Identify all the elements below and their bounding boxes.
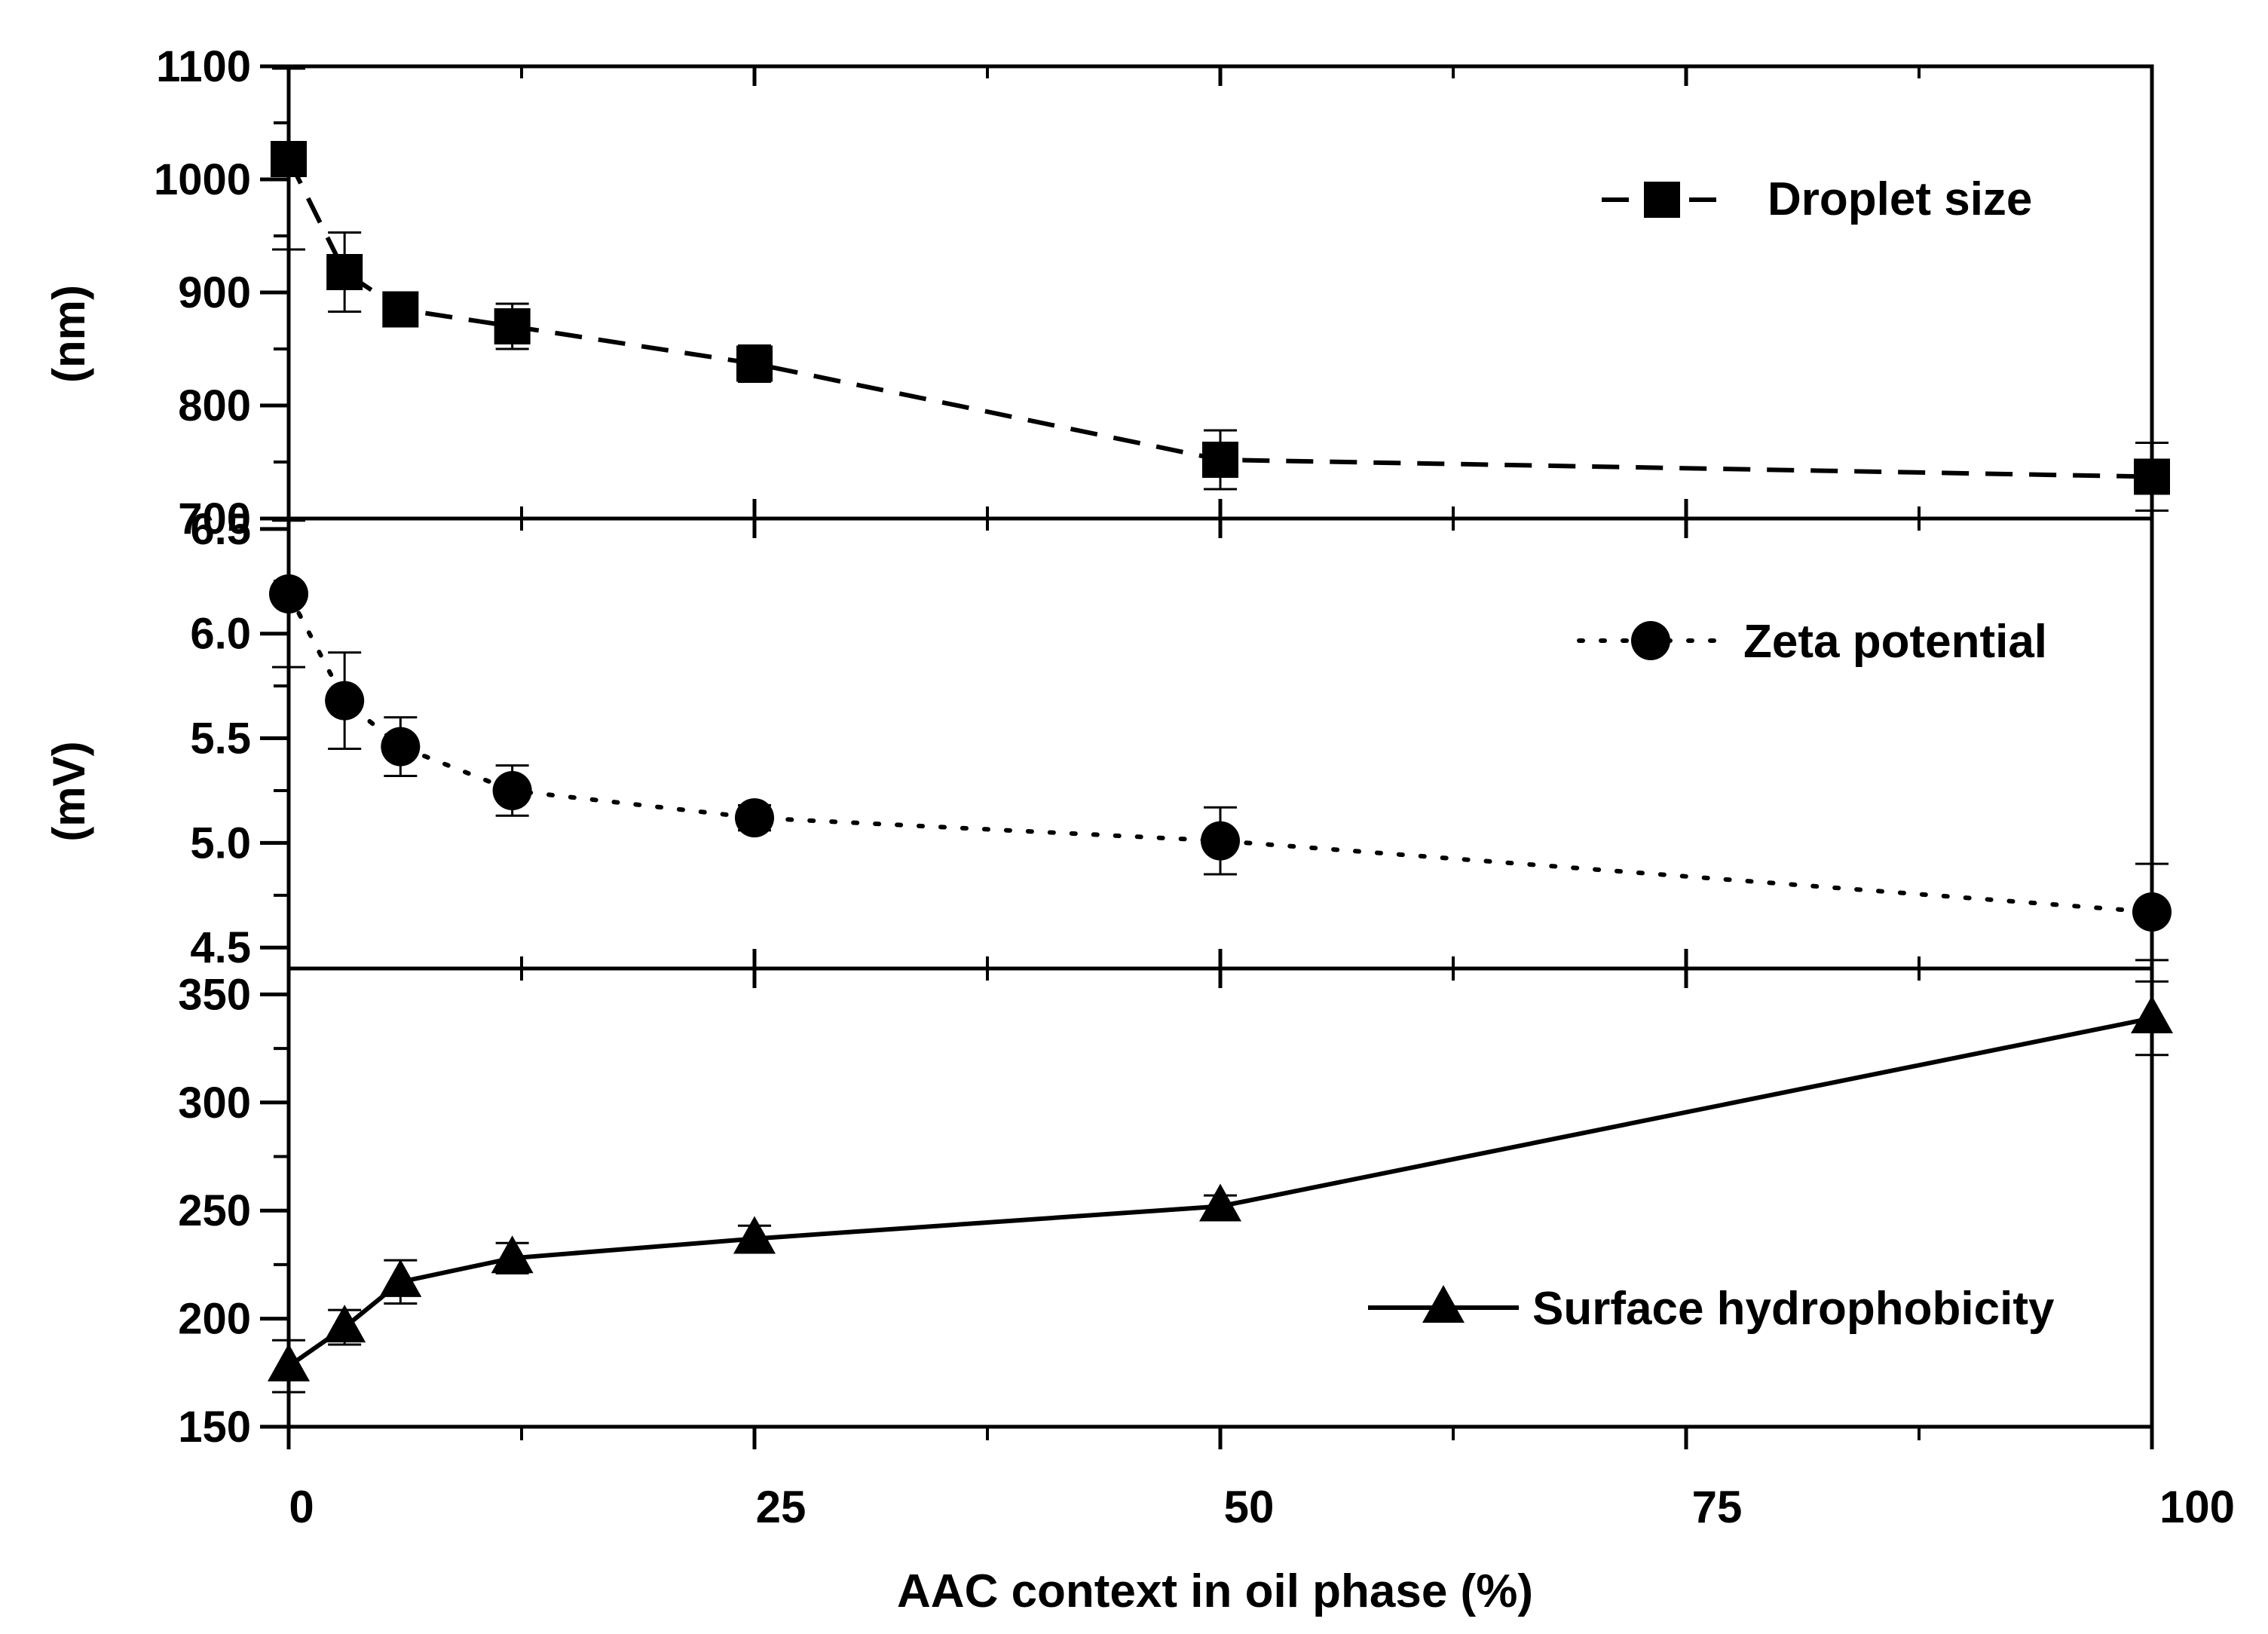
y-axis-label-droplet: (nm)	[44, 285, 94, 383]
y-tick-label: 4.5	[190, 923, 251, 972]
legend: Droplet size	[1602, 173, 2032, 225]
legend-marker	[1422, 1285, 1465, 1323]
legend: Zeta potential	[1577, 616, 2047, 668]
data-point	[1199, 1183, 1241, 1222]
x-axis: 0 25 50 75 100 AAC context in oil phase …	[289, 1482, 2235, 1617]
data-point	[326, 254, 363, 290]
data-point	[491, 1235, 534, 1274]
chart-panels: 700 800 900 1000 1100 Droplet size 4.5 5.0 5.5 6.…	[154, 42, 2173, 1452]
y-tick-label: 5.5	[190, 714, 251, 763]
data-point	[382, 291, 419, 328]
data-point	[2132, 892, 2172, 932]
y-tick-label: 1000	[154, 155, 251, 204]
panel-3: 150 200 250 300 350 Surface hydrophobicity	[178, 966, 2173, 1452]
y-axis-label-zeta: (mV)	[44, 741, 94, 841]
data-point	[381, 727, 421, 767]
data-point	[379, 1259, 422, 1297]
x-tick-label-100: 100	[2159, 1482, 2235, 1532]
y-tick-label: 6.5	[190, 505, 251, 554]
y-tick-label: 350	[178, 970, 251, 1019]
data-point	[494, 308, 531, 344]
legend-label: Droplet size	[1768, 173, 2032, 225]
y-tick-label: 800	[178, 381, 251, 430]
y-tick-label: 5.0	[190, 819, 251, 867]
panel-1: 700 800 900 1000 1100 Droplet size	[154, 42, 2170, 543]
legend-label: Surface hydrophobicity	[1532, 1283, 2055, 1335]
y-tick-label: 700	[178, 494, 251, 543]
y-tick-label: 300	[178, 1079, 251, 1128]
data-point	[1201, 821, 1240, 861]
data-point	[492, 770, 532, 810]
data-point	[736, 345, 773, 382]
legend-marker	[1644, 182, 1680, 218]
y-axis-labels: (nm) (mV)	[44, 285, 94, 842]
data-point	[735, 798, 774, 838]
y-tick-label: 6.0	[190, 610, 251, 659]
x-tick-label-0: 0	[289, 1482, 314, 1532]
legend-marker	[1631, 621, 1670, 660]
legend: Surface hydrophobicity	[1368, 1283, 2055, 1335]
data-point	[733, 1216, 776, 1254]
data-point	[323, 1305, 366, 1343]
y-tick-label: 900	[178, 268, 251, 317]
x-tick-label-25: 25	[756, 1482, 807, 1532]
x-axis-label: AAC context in oil phase (%)	[897, 1565, 1533, 1617]
y-tick-label: 150	[178, 1403, 251, 1452]
data-point	[1202, 442, 1238, 478]
y-tick-label: 1100	[156, 42, 251, 91]
panel-2: 4.5 5.0 5.5 6.0 6.5 Zeta potential	[190, 505, 2172, 972]
data-point	[2131, 995, 2173, 1033]
data-point	[269, 574, 308, 614]
x-tick-label-50: 50	[1224, 1482, 1275, 1532]
data-point	[2134, 458, 2170, 495]
data-point	[271, 141, 307, 177]
data-point	[325, 681, 365, 721]
data-point	[268, 1343, 310, 1382]
x-tick-label-75: 75	[1692, 1482, 1743, 1532]
legend-label: Zeta potential	[1743, 616, 2047, 668]
y-tick-label: 200	[178, 1295, 251, 1344]
plot-frame	[286, 516, 2154, 971]
y-tick-label: 250	[178, 1186, 251, 1235]
